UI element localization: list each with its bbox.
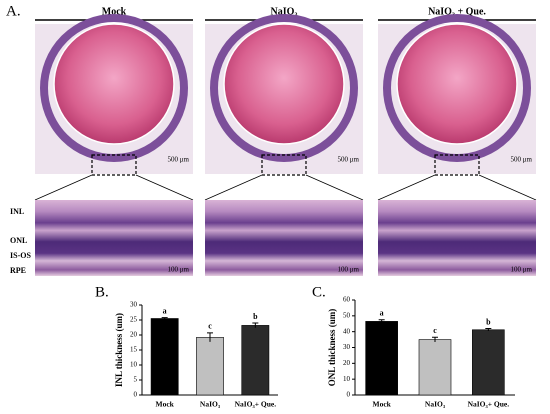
y-tick-label: 10 (343, 375, 351, 383)
layer-label: INL (10, 207, 24, 216)
scale-bar: 500 μm (168, 156, 190, 164)
y-axis-label: INL thickness (um) (114, 313, 124, 387)
zoom-box (91, 154, 137, 176)
y-tick-label: 0 (347, 391, 351, 399)
layer-label: IS-OS (10, 251, 31, 260)
significance-letter: c (433, 326, 437, 335)
lens (53, 23, 175, 145)
bar (472, 329, 505, 396)
x-tick-label: NaIO₃ (200, 400, 221, 409)
bar (241, 325, 270, 396)
zoom-line (204, 174, 263, 201)
eye-wall (40, 14, 188, 162)
x-tick-label: Mock (155, 400, 174, 409)
layer-label: ONL (10, 236, 27, 245)
zoom-line (305, 174, 364, 201)
retina-detail (378, 200, 536, 276)
zoom-box (261, 154, 307, 176)
significance-letter: b (486, 317, 491, 326)
significance-letter: b (253, 312, 258, 321)
error-bar (252, 322, 259, 328)
y-tick-label: 0 (134, 391, 138, 399)
y-tick-label: 15 (130, 346, 138, 354)
x-tick-label: Mock (372, 400, 391, 409)
column-title: Mock (102, 6, 127, 17)
bar (365, 321, 398, 396)
eye-wall (210, 14, 358, 162)
zoom-line (377, 174, 436, 201)
y-tick-label: 25 (130, 316, 138, 324)
y-tick-label: 40 (343, 327, 351, 335)
x-tick-label: NaIO₃+ Que. (468, 400, 510, 409)
y-tick-label: 30 (130, 301, 138, 309)
error-bar (432, 336, 438, 342)
scale-bar: 500 μm (511, 156, 533, 164)
error-bar (207, 332, 213, 342)
bar (196, 337, 224, 396)
column-title: NaIO₃ + Que. (428, 6, 486, 17)
panel-label: A. (6, 3, 21, 19)
y-tick-label: 60 (343, 296, 351, 304)
column-title: NaIO₃ (271, 6, 298, 17)
bar (418, 339, 452, 396)
layer-label: RPE (10, 266, 26, 275)
panel-label: B. (95, 284, 109, 300)
zoom-box (434, 154, 480, 176)
x-tick-label: NaIO₃+ Que. (235, 400, 277, 409)
scale-bar: 100 μm (511, 266, 533, 274)
bar (150, 318, 179, 396)
eye-wall (383, 14, 531, 162)
zoom-line (135, 174, 194, 201)
y-axis-label: ONL thickness (um) (327, 309, 337, 387)
y-tick-label: 5 (134, 376, 138, 384)
y-tick-label: 20 (343, 359, 351, 367)
x-tick-label: NaIO₃ (425, 400, 446, 409)
scale-bar: 500 μm (338, 156, 360, 164)
significance-letter: c (208, 322, 212, 331)
scale-bar: 100 μm (168, 266, 190, 274)
retina-detail (35, 200, 193, 276)
error-bar (161, 317, 168, 320)
retina-detail (205, 200, 363, 276)
scale-bar: 100 μm (338, 266, 360, 274)
zoom-line (34, 174, 93, 201)
zoom-line (478, 174, 537, 201)
significance-letter: a (380, 309, 384, 318)
error-bar (485, 328, 492, 332)
y-tick-label: 10 (130, 361, 138, 369)
significance-letter: a (163, 306, 167, 315)
y-tick-label: 50 (343, 311, 351, 319)
lens (223, 23, 345, 145)
y-tick-label: 20 (130, 331, 138, 339)
lens (396, 23, 518, 145)
y-tick-label: 30 (343, 343, 351, 351)
panel-label: C. (312, 284, 326, 300)
error-bar (378, 319, 385, 323)
